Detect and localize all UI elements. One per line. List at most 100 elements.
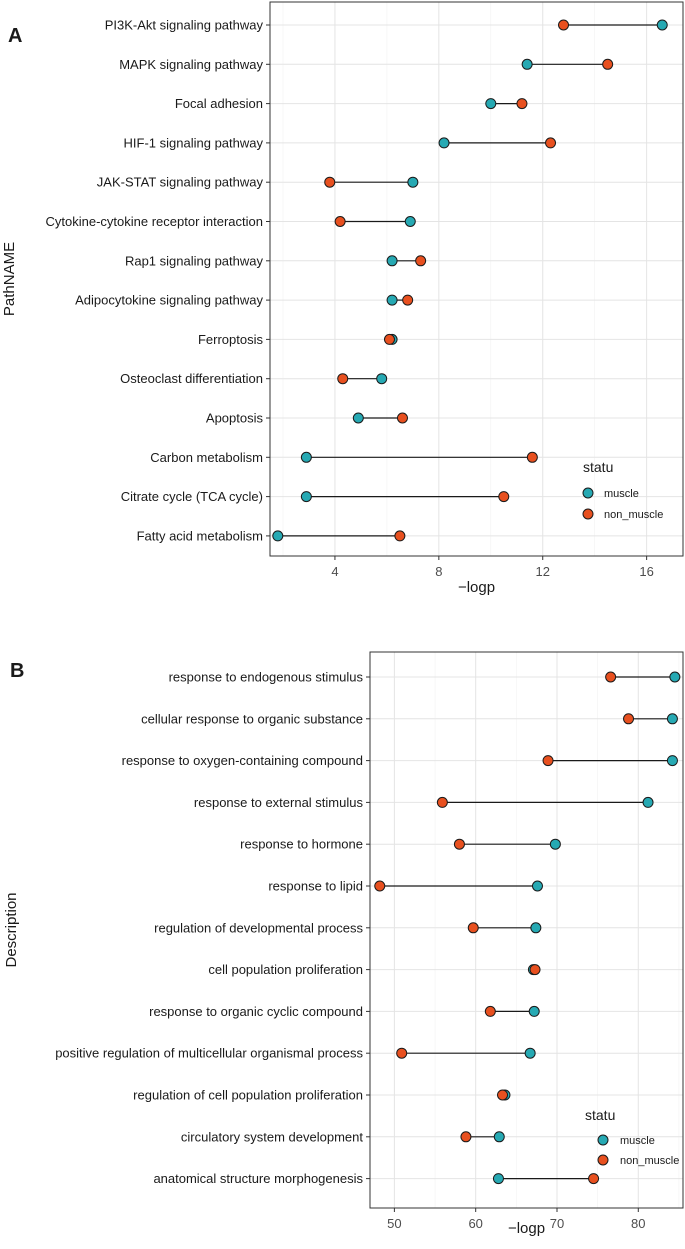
data-point-non-muscle [498, 491, 510, 503]
category-label: Focal adhesion [175, 96, 263, 111]
category-label: anatomical structure morphogenesis [153, 1171, 363, 1186]
x-tick-label: 80 [631, 1216, 645, 1231]
data-point-muscle [376, 373, 388, 385]
data-point-non-muscle [460, 1131, 472, 1143]
x-axis-title: −logp [458, 579, 495, 596]
data-point-non-muscle [394, 530, 406, 542]
x-tick-label: 8 [435, 564, 442, 579]
legend-label: muscle [604, 488, 639, 500]
data-point-muscle [386, 255, 398, 267]
category-label: response to organic cyclic compound [149, 1004, 363, 1019]
category-label: HIF-1 signaling pathway [124, 135, 264, 150]
data-point-muscle [666, 713, 678, 725]
data-point-muscle [485, 98, 497, 110]
legend-title: statu [585, 1107, 615, 1123]
data-point-non-muscle [602, 58, 614, 70]
data-point-non-muscle [516, 98, 528, 110]
data-point-non-muscle [334, 216, 346, 227]
panel-a-chart: PI3K-Akt signaling pathway MAPK signaling… [1, 1, 684, 596]
legend-label: non_muscle [620, 1155, 679, 1167]
category-label: response to endogenous stimulus [169, 670, 364, 685]
category-label: Ferroptosis [198, 332, 264, 347]
data-point-non-muscle [467, 922, 479, 934]
x-tick-label: 60 [468, 1216, 482, 1231]
data-point-non-muscle [396, 1047, 408, 1059]
data-point-muscle [524, 1047, 536, 1059]
category-label: Osteoclast differentiation [120, 371, 263, 386]
legend-label: muscle [620, 1135, 655, 1147]
data-point-non-muscle [542, 755, 554, 767]
data-point-non-muscle [383, 333, 395, 345]
category-label: Cytokine-cytokine receptor interaction [46, 214, 264, 229]
category-label: Apoptosis [206, 411, 264, 426]
x-tick-label: 50 [387, 1216, 401, 1231]
data-point-non-muscle [605, 671, 617, 683]
category-label: Rap1 signaling pathway [125, 253, 264, 268]
panel-b-chart: response to endogenous stimulus cellular … [3, 651, 684, 1237]
category-label: regulation of cell population proliferat… [133, 1088, 363, 1103]
category-label: positive regulation of multicellular org… [55, 1046, 363, 1061]
y-axis-title: Description [3, 892, 20, 967]
data-point-non-muscle [526, 451, 538, 463]
data-point-non-muscle [337, 373, 349, 385]
x-axis-title: −logp [508, 1220, 545, 1237]
panel-letter: A [8, 25, 22, 47]
x-tick-label: 12 [536, 564, 550, 579]
x-tick-label: 70 [550, 1216, 564, 1231]
data-point-non-muscle [558, 19, 570, 31]
legend-swatch-non-muscle [597, 1154, 609, 1166]
legend-swatch-non-muscle [582, 508, 594, 520]
data-point-muscle [521, 58, 533, 70]
data-point-non-muscle [324, 176, 336, 188]
legend-title: statu [583, 459, 613, 475]
data-point-non-muscle [497, 1089, 509, 1101]
data-point-non-muscle [484, 1005, 496, 1017]
y-axis-title: PathNAME [1, 242, 18, 316]
category-label: cell population proliferation [208, 962, 363, 977]
data-point-muscle [642, 796, 654, 808]
panel-letter: B [10, 660, 24, 682]
data-point-non-muscle [415, 255, 427, 267]
category-label: MAPK signaling pathway [119, 57, 263, 72]
category-label: regulation of developmental process [154, 920, 363, 935]
category-label: response to hormone [240, 837, 363, 852]
data-point-muscle [493, 1131, 505, 1143]
x-tick-label: 16 [639, 564, 653, 579]
data-point-muscle [492, 1173, 504, 1185]
category-label: response to external stimulus [194, 795, 364, 810]
category-label: PI3K-Akt signaling pathway [105, 18, 264, 33]
x-tick-label: 4 [331, 564, 338, 579]
data-point-non-muscle [396, 412, 408, 424]
data-point-non-muscle [588, 1173, 600, 1185]
data-point-non-muscle [436, 796, 448, 808]
data-point-muscle [438, 137, 450, 149]
data-point-muscle [404, 216, 416, 227]
category-label: Adipocytokine signaling pathway [75, 293, 263, 308]
data-point-muscle [530, 922, 542, 934]
category-label: Carbon metabolism [150, 450, 263, 465]
data-point-non-muscle [623, 713, 635, 725]
data-point-muscle [386, 294, 398, 306]
data-point-muscle [300, 491, 312, 503]
data-point-muscle [549, 838, 561, 850]
category-label: circulatory system development [181, 1129, 363, 1144]
data-point-muscle [300, 451, 312, 463]
legend-label: non_muscle [604, 509, 663, 521]
data-point-muscle [666, 755, 678, 767]
data-point-muscle [531, 880, 543, 892]
legend-swatch-muscle [582, 487, 594, 499]
category-label: response to oxygen-containing compound [122, 753, 363, 768]
data-point-muscle [669, 671, 681, 683]
data-point-muscle [272, 530, 284, 542]
category-label: response to lipid [268, 879, 363, 894]
data-point-non-muscle [529, 964, 541, 976]
data-point-non-muscle [402, 294, 414, 306]
plot-border [369, 651, 684, 1209]
data-point-muscle [352, 412, 364, 424]
data-point-non-muscle [374, 880, 386, 892]
data-point-muscle [656, 19, 668, 31]
data-point-non-muscle [453, 838, 465, 850]
category-label: JAK-STAT signaling pathway [97, 175, 264, 190]
category-label: cellular response to organic substance [141, 711, 363, 726]
